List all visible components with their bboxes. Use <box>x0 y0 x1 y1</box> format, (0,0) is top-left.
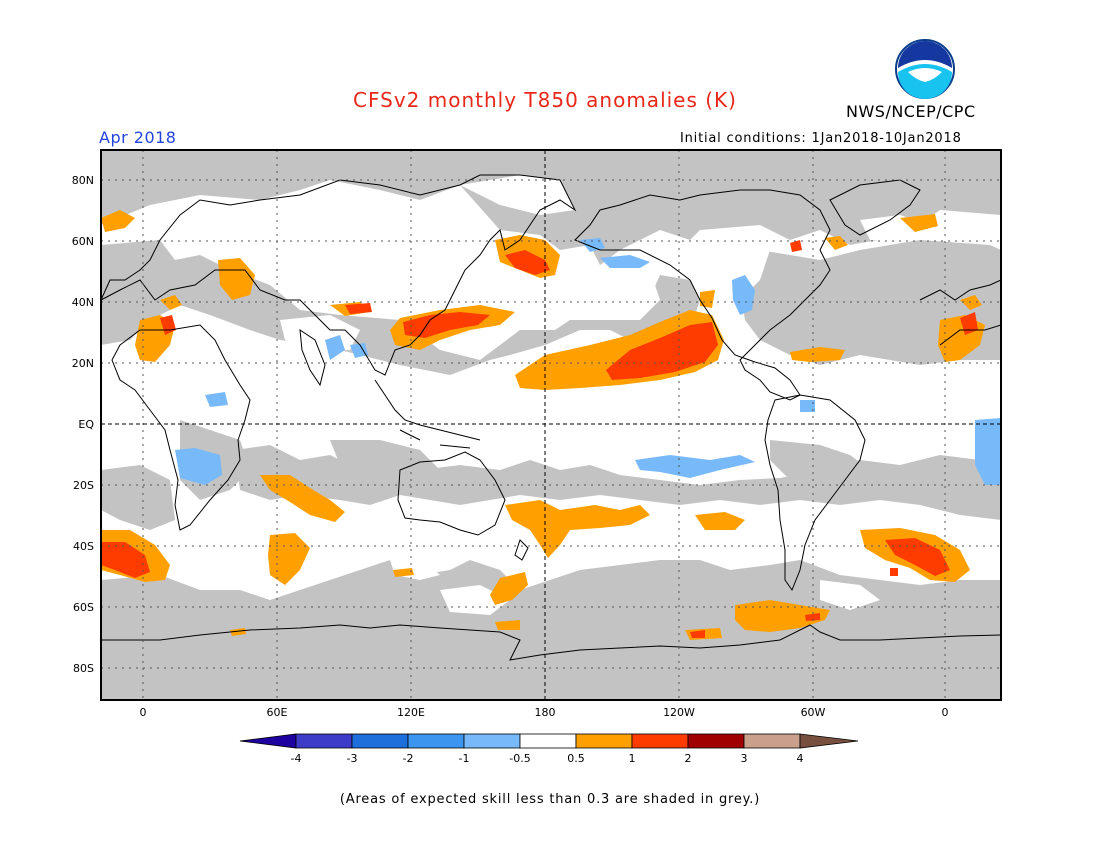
colorbar-label: -2 <box>402 752 414 765</box>
lon-label-180: 180 <box>534 706 556 719</box>
anomaly-map <box>100 149 1002 701</box>
initial-conditions: Initial conditions: 1Jan2018-10Jan2018 <box>680 131 962 146</box>
caption: (Areas of expected skill less than 0.3 a… <box>339 792 761 807</box>
cool-anomalies <box>175 238 1001 485</box>
lat-label-20s: 20S <box>73 479 94 492</box>
coastlines <box>101 174 1001 661</box>
colorbar-bin <box>519 733 577 749</box>
lat-label-80s: 80S <box>73 662 94 675</box>
lon-label-0-left: 0 <box>139 706 147 719</box>
colorbar-arrow-low <box>239 733 297 749</box>
neutral-regions <box>280 175 930 615</box>
lat-label-60n: 60N <box>71 235 94 248</box>
colorbar-bin <box>463 733 521 749</box>
warm-anomalies-1-to-2 <box>101 240 978 638</box>
lon-label-120e: 120E <box>397 706 425 719</box>
map-frame <box>100 149 1002 701</box>
colorbar-bin <box>575 733 633 749</box>
colorbar-bin <box>407 733 465 749</box>
colorbar-label: -0.5 <box>509 752 531 765</box>
map-title: CFSv2 monthly T850 anomalies (K) <box>353 88 737 112</box>
gridlines <box>101 150 1001 700</box>
colorbar-bin <box>687 733 745 749</box>
colorbar-label: 2 <box>684 752 692 765</box>
colorbar-label: 1 <box>628 752 636 765</box>
month-label: Apr 2018 <box>99 128 177 147</box>
colorbar <box>239 733 859 749</box>
lon-label-60e: 60E <box>266 706 288 719</box>
colorbar-bin <box>743 733 801 749</box>
lat-label-80n: 80N <box>71 174 94 187</box>
colorbar-label: 3 <box>740 752 748 765</box>
colorbar-label: -1 <box>458 752 470 765</box>
lon-label-0-right: 0 <box>941 706 949 719</box>
lat-label-60s: 60S <box>73 601 94 614</box>
colorbar-label: -4 <box>290 752 302 765</box>
colorbar-bin <box>295 733 353 749</box>
colorbar-label: 4 <box>796 752 804 765</box>
noaa-logo <box>895 39 955 99</box>
agency-label: NWS/NCEP/CPC <box>846 102 976 121</box>
lon-label-120w: 120W <box>663 706 695 719</box>
colorbar-arrow-high <box>799 733 859 749</box>
colorbar-label: 0.5 <box>567 752 585 765</box>
lat-label-40n: 40N <box>71 296 94 309</box>
lon-label-60w: 60W <box>800 706 826 719</box>
lat-label-20n: 20N <box>71 357 94 370</box>
lat-label-40s: 40S <box>73 540 94 553</box>
colorbar-label: -3 <box>346 752 358 765</box>
equator-dateline <box>101 150 1001 700</box>
lat-label-eq: EQ <box>78 418 94 431</box>
colorbar-bin <box>631 733 689 749</box>
colorbar-bin <box>351 733 409 749</box>
